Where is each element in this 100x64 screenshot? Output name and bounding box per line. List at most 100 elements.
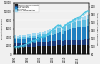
Bar — [29, 38, 31, 43]
Bar — [19, 35, 21, 37]
Bar — [39, 37, 41, 42]
Bar — [39, 32, 41, 34]
Bar — [57, 28, 59, 33]
Bar — [47, 36, 49, 41]
Bar — [64, 40, 66, 45]
Bar — [24, 37, 26, 39]
Bar — [42, 32, 44, 34]
Bar — [79, 18, 81, 21]
Bar — [47, 30, 49, 33]
Bar — [57, 40, 59, 45]
Bar — [19, 37, 21, 39]
Bar — [26, 47, 29, 54]
Bar — [82, 40, 84, 45]
Bar — [42, 46, 44, 54]
Bar — [64, 24, 66, 27]
Bar — [36, 42, 39, 46]
Bar — [84, 16, 86, 20]
Bar — [32, 33, 34, 36]
Bar — [26, 43, 29, 47]
Bar — [54, 30, 56, 34]
Bar — [49, 46, 51, 54]
Bar — [29, 47, 31, 54]
Bar — [39, 46, 41, 54]
Bar — [47, 46, 49, 54]
Bar — [62, 41, 64, 46]
Bar — [74, 22, 76, 28]
Bar — [54, 34, 56, 41]
Bar — [22, 37, 24, 39]
Legend: Crude oil and products, Oil products, Bulk carriers, Containers, Other commoditi: Crude oil and products, Oil products, Bu… — [15, 4, 39, 12]
Bar — [14, 39, 16, 43]
Bar — [36, 33, 39, 35]
Bar — [34, 36, 36, 38]
Bar — [62, 34, 64, 41]
Bar — [62, 30, 64, 34]
Bar — [87, 45, 89, 54]
Bar — [42, 34, 44, 37]
Bar — [57, 25, 59, 28]
Bar — [79, 21, 81, 27]
Bar — [74, 18, 76, 22]
Bar — [57, 33, 59, 40]
Bar — [22, 39, 24, 43]
Bar — [44, 31, 46, 34]
Bar — [59, 32, 61, 40]
Bar — [26, 38, 29, 43]
Bar — [77, 40, 79, 45]
Bar — [39, 42, 41, 46]
Bar — [26, 37, 29, 38]
Bar — [42, 37, 44, 42]
Bar — [36, 46, 39, 54]
Bar — [67, 40, 69, 45]
Bar — [72, 40, 74, 45]
Bar — [77, 45, 79, 54]
Bar — [16, 39, 19, 43]
Bar — [72, 28, 74, 40]
Bar — [82, 27, 84, 40]
Bar — [29, 36, 31, 38]
Bar — [22, 35, 24, 37]
Bar — [24, 47, 26, 54]
Bar — [49, 35, 51, 41]
Bar — [87, 15, 89, 19]
Bar — [32, 36, 34, 38]
Bar — [52, 34, 54, 41]
Bar — [64, 31, 66, 40]
Bar — [24, 39, 26, 43]
Bar — [14, 47, 16, 54]
Bar — [49, 29, 51, 32]
Bar — [34, 38, 36, 42]
Bar — [49, 41, 51, 46]
Bar — [34, 33, 36, 36]
Bar — [14, 43, 16, 47]
Bar — [36, 35, 39, 37]
Bar — [54, 27, 56, 30]
Bar — [77, 21, 79, 27]
Bar — [34, 42, 36, 47]
Bar — [59, 40, 61, 45]
Bar — [74, 28, 76, 40]
Bar — [59, 25, 61, 28]
Bar — [72, 23, 74, 28]
Bar — [59, 45, 61, 54]
Bar — [54, 46, 56, 54]
Bar — [52, 41, 54, 46]
Bar — [84, 26, 86, 39]
Bar — [84, 20, 86, 26]
Bar — [16, 38, 19, 39]
Bar — [54, 41, 56, 46]
Bar — [79, 45, 81, 54]
Bar — [72, 45, 74, 54]
Bar — [14, 35, 16, 38]
Bar — [79, 40, 81, 45]
Y-axis label: Billion tonne-miles: Billion tonne-miles — [1, 18, 3, 39]
Bar — [29, 43, 31, 47]
Y-axis label: World GDP index (2000=100): World GDP index (2000=100) — [97, 12, 99, 45]
Bar — [62, 46, 64, 54]
Bar — [84, 45, 86, 54]
Bar — [87, 39, 89, 45]
Bar — [47, 41, 49, 46]
Bar — [74, 45, 76, 54]
Bar — [82, 17, 84, 20]
